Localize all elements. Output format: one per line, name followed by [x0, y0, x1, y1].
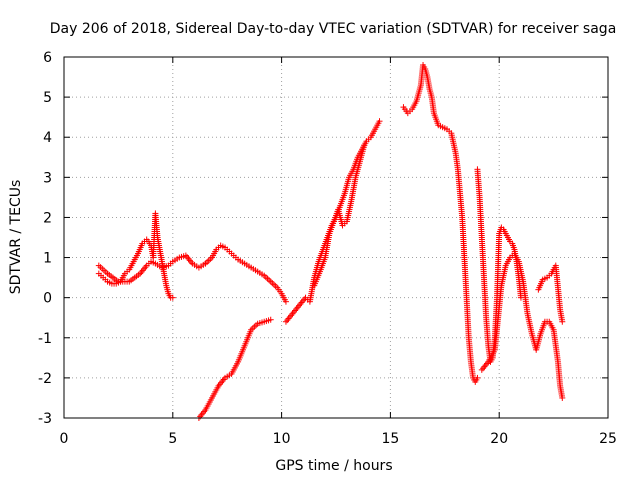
data-points [95, 62, 566, 421]
y-tick-label: 5 [43, 90, 52, 106]
grid-lines [64, 57, 608, 418]
y-tick-label: 0 [43, 291, 52, 307]
y-tick-label: 3 [43, 170, 52, 186]
data-point [169, 294, 176, 301]
data-point [559, 318, 566, 325]
y-tick-label: 6 [43, 50, 52, 66]
plot-frame [63, 56, 609, 419]
chart-title: Day 206 of 2018, Sidereal Day-to-day VTE… [50, 21, 617, 37]
y-tick-label: 4 [43, 130, 52, 146]
data-point [267, 316, 274, 323]
y-tick-label: -2 [38, 371, 52, 387]
data-point [559, 394, 566, 401]
x-tick-label: 25 [599, 431, 617, 447]
y-tick-label: 2 [43, 210, 52, 226]
y-tick-label: -3 [38, 411, 52, 427]
x-tick-label: 5 [168, 431, 177, 447]
data-point [376, 118, 383, 125]
x-tick-label: 0 [60, 431, 69, 447]
x-tick-label: 15 [381, 431, 399, 447]
x-axis-label: GPS time / hours [275, 458, 392, 474]
y-tick-label: -1 [38, 331, 52, 347]
data-point [474, 374, 481, 381]
data-point [361, 142, 368, 149]
data-point [282, 298, 289, 305]
x-tick-label: 10 [273, 431, 291, 447]
y-axis-label: SDTVAR / TECUs [8, 180, 24, 295]
y-tick-label: 1 [43, 251, 52, 267]
x-tick-label: 20 [490, 431, 508, 447]
